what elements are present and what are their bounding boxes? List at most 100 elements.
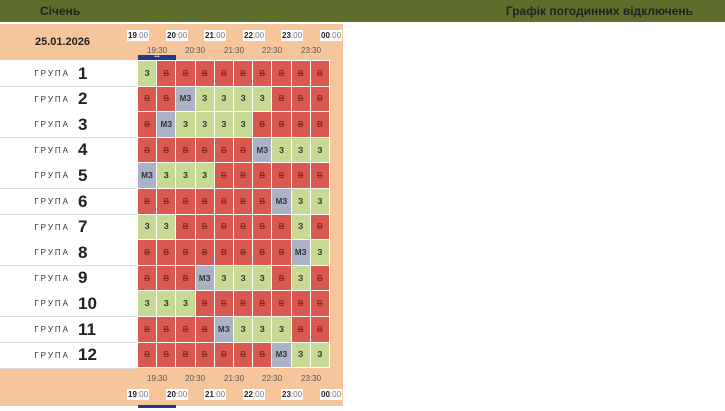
half-hour-label: 21:30 [224, 374, 245, 383]
schedule-cell: МЗ [176, 86, 195, 112]
schedule-cell: МЗ [253, 137, 272, 163]
schedule-cell: В [253, 240, 272, 265]
schedule-cell: З [138, 291, 157, 316]
schedule-cell: В [214, 214, 233, 240]
schedule-cell: З [195, 86, 214, 112]
half-hour-label: 21:30 [224, 46, 245, 55]
schedule-cell: МЗ [195, 265, 214, 291]
schedule-cell: В [195, 214, 214, 240]
group-row-label: ГРУПА 8 [0, 240, 137, 267]
group-number: 12 [78, 345, 97, 365]
schedule-cell: В [176, 265, 195, 291]
schedule-cell: В [157, 61, 176, 86]
date-label: 25.01.2026 [0, 24, 125, 60]
group-number: 1 [78, 63, 88, 83]
grid-right-padding [330, 60, 343, 368]
schedule-cell: В [138, 240, 157, 265]
schedule-cell: В [195, 342, 214, 368]
group-number: 7 [78, 217, 88, 237]
schedule-cell: В [234, 61, 253, 86]
group-number: 3 [78, 114, 88, 134]
group-number: 10 [78, 293, 97, 313]
group-row-label: ГРУПА 7 [0, 214, 137, 241]
schedule-cell: В [176, 189, 195, 214]
half-hour-label: 23:30 [301, 374, 322, 383]
schedule-cell: В [234, 137, 253, 163]
schedule-cell: В [214, 163, 233, 188]
schedule-cell: В [214, 137, 233, 163]
group-row-label: ГРУПА 5 [0, 163, 137, 190]
schedule-cell: З [310, 342, 329, 368]
group-word: ГРУПА [34, 94, 70, 104]
group-word: ГРУПА [34, 299, 70, 309]
schedule-cell: З [176, 291, 195, 316]
schedule-cell: В [310, 214, 329, 240]
group-number: 4 [78, 140, 88, 160]
group-word: ГРУПА [34, 171, 70, 181]
schedule-cell: З [291, 265, 310, 291]
schedule-cell: В [272, 240, 291, 265]
hour-label: 19:00 [127, 389, 150, 400]
schedule-cell: В [310, 163, 329, 188]
schedule-cell: В [214, 342, 233, 368]
half-hour-label: 22:30 [262, 374, 283, 383]
schedule-cell: З [291, 189, 310, 214]
schedule-cell: В [234, 163, 253, 188]
group-word: ГРУПА [34, 197, 70, 206]
schedule-cell: З [138, 214, 157, 240]
schedule-cell: В [138, 137, 157, 163]
schedule-cell: В [310, 61, 329, 86]
half-hour-label: 19:30 [147, 46, 168, 55]
schedule-cell: В [310, 291, 329, 316]
schedule-cell: В [195, 317, 214, 342]
schedule-cell: В [234, 214, 253, 240]
schedule-cell: В [291, 317, 310, 342]
schedule-cell: В [253, 61, 272, 86]
half-hour-label: 22:30 [262, 46, 283, 55]
group-word: ГРУПА [34, 273, 70, 283]
schedule-cell: В [272, 61, 291, 86]
group-row-label: ГРУПА 10 [0, 291, 137, 318]
schedule-cell: З [253, 317, 272, 342]
schedule-cell: В [253, 163, 272, 188]
time-header [125, 24, 343, 60]
hour-label: 20:00 [166, 30, 189, 41]
schedule-cell: МЗ [157, 112, 176, 137]
schedule-cell: В [272, 163, 291, 188]
group-word: ГРУПА [34, 248, 70, 258]
schedule-cell: З [157, 291, 176, 316]
half-hour-label: 19:30 [147, 374, 168, 383]
schedule-cell: В [195, 137, 214, 163]
schedule-cell: МЗ [272, 189, 291, 214]
schedule-cell: В [253, 342, 272, 368]
schedule-cell: В [310, 265, 329, 291]
schedule-cell: В [157, 342, 176, 368]
half-hour-label: 20:30 [185, 374, 206, 383]
half-hour-label: 20:30 [185, 46, 206, 55]
schedule-cell: В [157, 86, 176, 112]
schedule-cell: В [291, 61, 310, 86]
schedule-cell: В [195, 291, 214, 316]
schedule-cell: В [253, 291, 272, 316]
schedule-cell: В [138, 265, 157, 291]
group-number: 11 [78, 319, 96, 339]
schedule-cell: В [176, 137, 195, 163]
hour-label: 20:00 [166, 389, 189, 400]
schedule-cell: З [291, 214, 310, 240]
schedule-cell: З [253, 86, 272, 112]
schedule-cell: В [157, 137, 176, 163]
group-word: ГРУПА [34, 350, 70, 360]
schedule-cell: В [310, 112, 329, 137]
schedule-cell: В [214, 189, 233, 214]
group-number: 5 [78, 165, 88, 185]
hour-label: 00:00 [320, 389, 343, 400]
time-footer [125, 368, 343, 406]
schedule-cell: МЗ [138, 163, 157, 188]
schedule-cell: В [176, 61, 195, 86]
schedule-cell: МЗ [214, 317, 233, 342]
schedule-cell: З [176, 163, 195, 188]
schedule-cell: В [291, 86, 310, 112]
schedule-cell: З [234, 112, 253, 137]
schedule-cell: З [195, 112, 214, 137]
schedule-cell: В [214, 240, 233, 265]
